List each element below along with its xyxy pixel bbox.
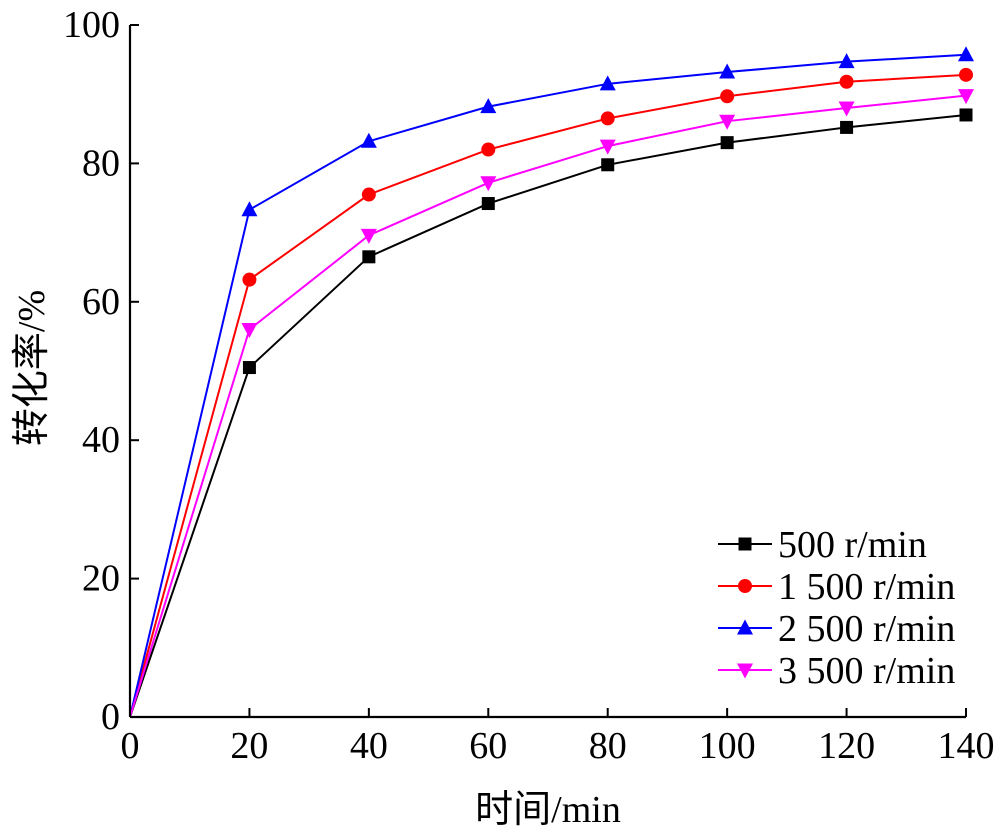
y-tick-label: 100 (63, 4, 120, 46)
data-point (362, 250, 376, 264)
data-point (958, 46, 974, 62)
x-tick-label: 100 (699, 725, 756, 767)
series-line (129, 53, 967, 718)
y-tick-label: 60 (82, 281, 120, 323)
legend-label: 3 500 r/min (778, 650, 955, 692)
y-tick-label: 40 (82, 419, 120, 461)
data-point (838, 53, 855, 69)
series-0 (129, 108, 973, 718)
data-point (360, 132, 377, 148)
data-point (719, 63, 736, 79)
data-point (958, 89, 974, 105)
data-point (839, 74, 854, 89)
series-line (129, 113, 967, 718)
x-tick-label: 60 (469, 725, 507, 767)
data-point (481, 197, 495, 211)
data-point (719, 114, 736, 130)
data-point (241, 322, 258, 338)
legend-label: 1 500 r/min (778, 566, 955, 608)
data-point (720, 89, 735, 104)
legend-item: 1 500 r/min (718, 566, 955, 608)
series-3 (129, 89, 974, 718)
data-point (601, 158, 615, 172)
data-point (481, 142, 496, 157)
axes-layer: 0 20 40 60 80 100 120 140 0 20 40 60 80 100 (63, 4, 995, 767)
y-tick-label: 80 (82, 142, 120, 184)
legend-marker (738, 579, 752, 593)
y-axis-title: 转化率/% (11, 290, 53, 446)
data-point (599, 75, 616, 91)
data-point (241, 201, 258, 217)
legend-label: 2 500 r/min (778, 608, 955, 650)
data-point (599, 139, 616, 155)
x-axis-title: 时间/min (475, 789, 621, 831)
legend-item: 3 500 r/min (718, 650, 955, 692)
series-line (129, 73, 967, 718)
data-point (838, 101, 855, 117)
y-tick-label: 0 (101, 696, 120, 738)
data-point (361, 187, 376, 202)
data-point (600, 111, 615, 126)
data-point (720, 136, 734, 150)
series-1 (129, 67, 973, 718)
data-point (360, 228, 377, 244)
x-tick-label: 0 (121, 725, 140, 767)
legend-label: 500 r/min (778, 524, 927, 566)
data-point (242, 272, 257, 287)
data-point (959, 67, 973, 82)
data-point (840, 120, 854, 134)
x-tick-label: 140 (938, 725, 995, 767)
series-line (129, 94, 967, 718)
series-layer (129, 46, 974, 718)
data-point (959, 108, 973, 122)
x-tick-label: 40 (350, 725, 388, 767)
legend-marker (737, 663, 753, 679)
legend-marker (737, 619, 753, 635)
series-2 (129, 46, 974, 718)
data-point (480, 176, 497, 192)
legend-marker (738, 537, 752, 551)
data-point (480, 98, 497, 114)
legend-item: 2 500 r/min (718, 608, 955, 650)
x-tick-label: 120 (818, 725, 875, 767)
x-tick-label: 80 (589, 725, 627, 767)
legend-item: 500 r/min (718, 524, 927, 566)
y-tick-label: 20 (82, 558, 120, 600)
data-point (242, 361, 256, 375)
x-tick-label: 20 (230, 725, 268, 767)
